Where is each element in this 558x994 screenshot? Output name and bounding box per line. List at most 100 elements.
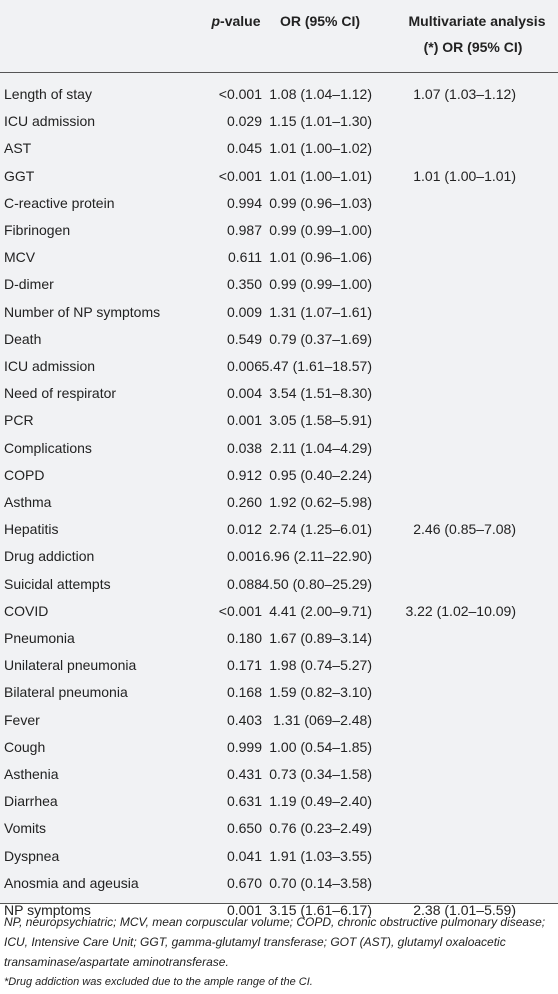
cell: ICU admission <box>4 358 96 374</box>
cell: 1.01 (1.00–1.01) <box>413 167 516 184</box>
cell: 2.11 (1.04–4.29) <box>270 439 372 456</box>
cell: 3.54 (1.51–8.30) <box>269 385 372 402</box>
footnote: NP, neuropsychiatric; MCV, mean corpuscu… <box>4 915 546 969</box>
cell: 2.46 (0.85–7.08) <box>413 521 516 538</box>
cell: Pneumonia <box>4 630 75 646</box>
cell: 4.50 (0.80–25.29) <box>261 575 372 592</box>
cell: 1.59 (0.82–3.10) <box>269 684 372 701</box>
cell: Drug addiction <box>4 548 95 565</box>
cell: 0.012 <box>226 521 262 538</box>
cell: 0.001 <box>226 902 262 918</box>
cell: Fever <box>4 711 40 728</box>
cell: 0.038 <box>226 439 262 456</box>
cell: Diarrhea <box>4 793 58 810</box>
cell: 1.31 (1.07–1.61) <box>269 303 372 320</box>
cell: 1.07 (1.03–1.12) <box>413 86 516 102</box>
cell: 1.98 (0.74–5.27) <box>269 657 372 674</box>
cell: 0.260 <box>226 494 262 510</box>
cell: 3.22 (1.02–10.09) <box>405 602 516 619</box>
cell: Complications <box>4 439 92 456</box>
cell: 0.549 <box>226 330 262 347</box>
cell: 0.987 <box>226 222 262 238</box>
cell: 0.168 <box>226 684 262 701</box>
cell: Asthma <box>4 494 52 510</box>
cell: 0.041 <box>226 847 262 864</box>
cell: 0.79 (0.37–1.69) <box>269 330 372 347</box>
header: (*) OR (95% CI) <box>423 39 523 55</box>
cell: 1.01 (0.96–1.06) <box>269 249 372 266</box>
cell: 0.171 <box>226 657 262 674</box>
cell: C-reactive protein <box>4 194 115 211</box>
cell: 2.74 (1.25–6.01) <box>269 521 372 538</box>
cell: ICU admission <box>4 113 96 130</box>
cell: COPD <box>4 466 45 483</box>
cell: 0.088 <box>226 575 262 592</box>
cell: 1.92 (0.62–5.98) <box>269 494 372 510</box>
cell: 0.403 <box>226 711 262 728</box>
cell: 0.99 (0.99–1.00) <box>269 222 372 238</box>
cell: Hepatitis <box>4 521 59 538</box>
cell: 0.76 (0.23–2.49) <box>269 820 372 837</box>
cell: 0.180 <box>226 630 262 646</box>
cell: 0.670 <box>226 874 262 891</box>
cell: <0.001 <box>218 602 262 619</box>
cell: 0.994 <box>226 194 262 211</box>
cell: 1.91 (1.03–3.55) <box>269 847 372 864</box>
cell: 0.99 (0.96–1.03) <box>269 194 372 211</box>
rule <box>0 903 558 904</box>
cell: 3.05 (1.58–5.91) <box>269 412 372 429</box>
cell: 1.08 (1.04–1.12) <box>269 86 372 102</box>
cell: 0.912 <box>226 466 262 483</box>
cell: 2.38 (1.01–5.59) <box>413 902 516 918</box>
cell: 1.31 (069–2.48) <box>273 711 372 728</box>
cell: 0.001 <box>226 412 262 429</box>
cell: 5.47 (1.61–18.57) <box>261 358 372 374</box>
cell: 0.99 (0.99–1.00) <box>269 276 372 293</box>
cell: Bilateral pneumonia <box>4 684 128 701</box>
cell: 4.41 (2.00–9.71) <box>269 602 372 619</box>
header: Multivariate analysis <box>408 13 546 29</box>
cell: COVID <box>4 602 49 619</box>
cell: GGT <box>4 167 35 184</box>
cell: 1.15 (1.01–1.30) <box>269 113 372 130</box>
cell: PCR <box>4 412 34 429</box>
cell: Length of stay <box>4 86 92 102</box>
cell: <0.001 <box>218 167 262 184</box>
cell: 0.001 <box>226 548 262 565</box>
cell: 0.650 <box>226 820 262 837</box>
cell: 0.029 <box>226 113 262 130</box>
cell: 0.431 <box>226 766 262 782</box>
cell: 3.15 (1.61–6.17) <box>269 902 372 918</box>
cell: Anosmia and ageusia <box>4 874 139 891</box>
cell: 1.00 (0.54–1.85) <box>269 738 372 755</box>
header: OR (95% CI) <box>279 13 361 29</box>
rule <box>0 72 558 73</box>
header: p-value <box>211 13 261 29</box>
cell: 0.004 <box>226 385 262 402</box>
cell: Suicidal attempts <box>4 575 111 592</box>
cell: Vomits <box>4 820 47 837</box>
cell: 0.611 <box>228 249 262 266</box>
footnotes: NP, neuropsychiatric; MCV, mean corpuscu… <box>4 912 552 992</box>
cell: 0.70 (0.14–3.58) <box>269 874 372 891</box>
cell: MCV <box>4 249 36 266</box>
cell: Asthenia <box>4 766 59 782</box>
cell: 6.96 (2.11–22.90) <box>262 548 373 565</box>
cell: 0.95 (0.40–2.24) <box>269 466 372 483</box>
cell: 0.006 <box>226 358 262 374</box>
cell: Dyspnea <box>4 847 60 864</box>
cell: Need of respirator <box>4 385 117 402</box>
cell: 0.73 (0.34–1.58) <box>269 766 372 782</box>
cell: Death <box>4 330 42 347</box>
cell: 1.19 (0.49–2.40) <box>269 793 372 810</box>
cell: 1.67 (0.89–3.14) <box>269 630 372 646</box>
cell: NP symptoms <box>4 902 91 918</box>
cell: 0.999 <box>226 738 262 755</box>
cell: 1.01 (1.00–1.02) <box>269 140 372 157</box>
cell: Unilateral pneumonia <box>4 657 137 674</box>
cell: 0.009 <box>226 303 262 320</box>
cell: 0.350 <box>226 276 262 293</box>
cell: Cough <box>4 738 46 755</box>
cell: 0.631 <box>226 793 262 810</box>
